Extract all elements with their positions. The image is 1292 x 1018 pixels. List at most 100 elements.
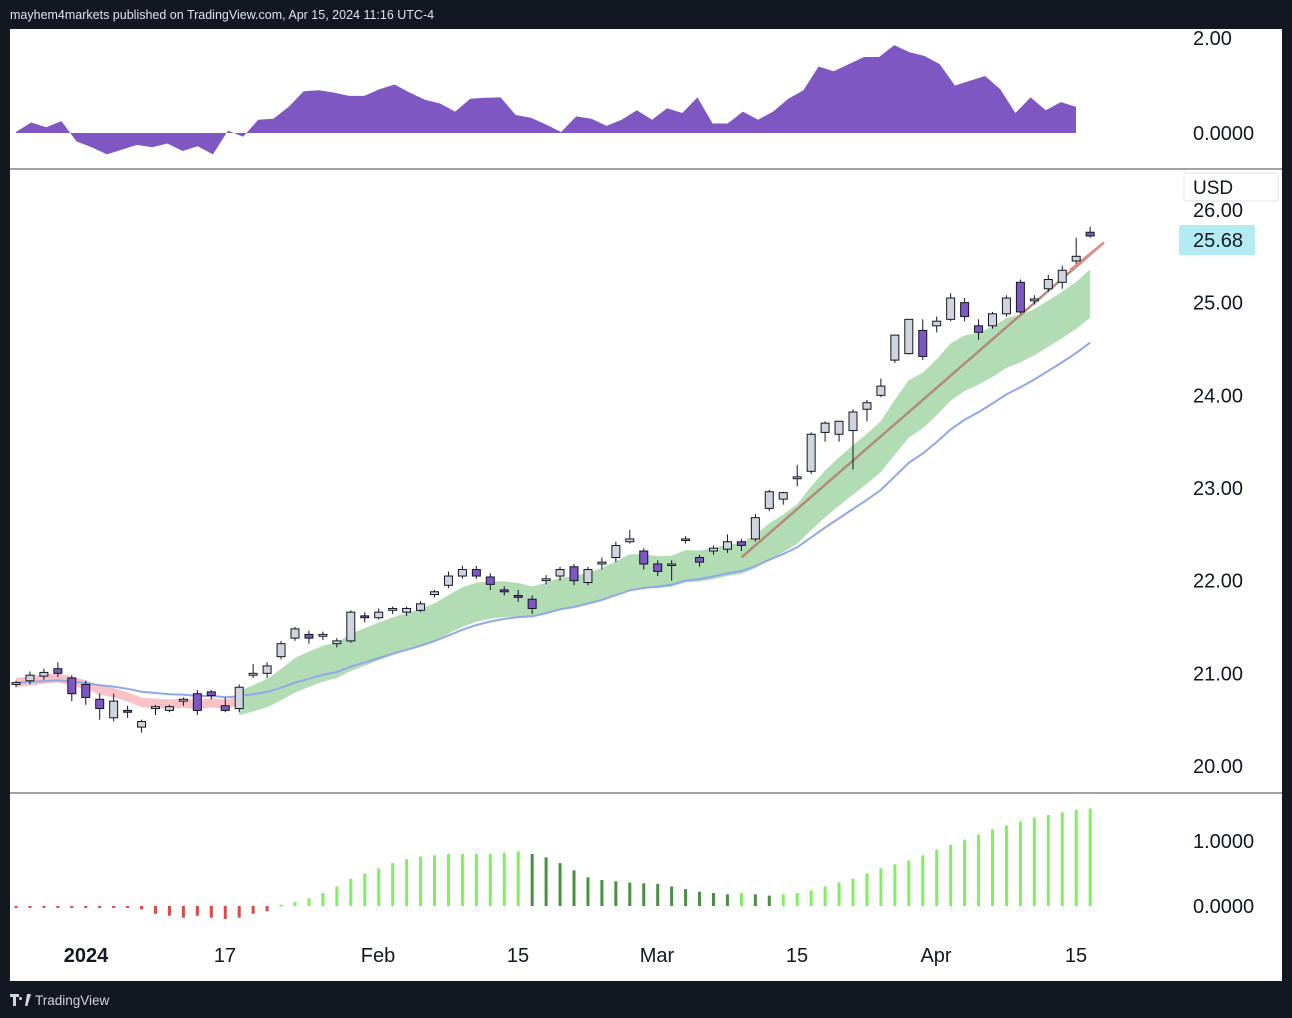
bear-candle-body [67, 677, 77, 695]
bear-candle-body [960, 302, 970, 318]
oscillator-area [16, 45, 1076, 155]
x-tick-label: Feb [361, 945, 395, 967]
bull-candle-body [834, 420, 844, 435]
bear-candle-body [1085, 231, 1095, 237]
histogram-bar [154, 906, 157, 914]
candle [443, 571, 453, 589]
candle [946, 293, 956, 322]
bull-candle-body [374, 611, 384, 619]
candle [304, 630, 314, 644]
bull-candle-body [332, 640, 342, 645]
bull-candle-body [583, 569, 593, 584]
bull-candle-body [164, 706, 174, 711]
histogram-bar [405, 859, 409, 906]
candle [625, 529, 635, 544]
histogram-bar [433, 855, 436, 906]
time-axis[interactable]: 2024 17 Feb 15 Mar 15 Apr 15 [64, 945, 1087, 967]
bear-candle-body [499, 589, 509, 593]
histogram-bar [558, 863, 562, 906]
histogram-bar [712, 893, 715, 906]
trend-line-extension [1069, 241, 1105, 272]
y-tick-label: 24.00 [1193, 385, 1243, 407]
histogram-bar [265, 906, 269, 912]
bull-candle-body [137, 721, 147, 728]
y-tick-label: 21.00 [1193, 663, 1243, 685]
histogram-bar [474, 854, 478, 906]
candle [848, 409, 858, 470]
chart-container[interactable]: 2024 17 Feb 15 Mar 15 Apr 15 2.00 0.0000 26.00 25.… [10, 29, 1282, 981]
histogram-bar [237, 906, 241, 918]
price-axes[interactable]: 2.00 0.0000 26.00 25.00 24.00 23.00 22.00 21.00… [1193, 29, 1254, 918]
bull-candle-body [248, 672, 258, 676]
y-tick-label: 1.0000 [1193, 831, 1254, 853]
candle [346, 610, 356, 643]
bear-candle-body [206, 691, 216, 697]
bull-candle-body [11, 682, 21, 685]
bull-candle-body [904, 318, 914, 355]
bear-candle-body [304, 633, 314, 639]
bull-candle-body [597, 561, 607, 565]
candle [1071, 237, 1081, 264]
histogram-bar [935, 850, 939, 906]
candle [639, 548, 649, 570]
candle [988, 311, 997, 329]
bear-candle-body [653, 563, 663, 572]
candle [388, 606, 398, 615]
currency-text: USD [1193, 178, 1233, 199]
candle [192, 690, 202, 716]
bull-candle-body [709, 547, 718, 552]
tradingview-logo-icon [10, 993, 32, 1007]
histogram-bar [488, 854, 492, 906]
candle [220, 697, 230, 713]
candle [709, 545, 718, 555]
candle [1043, 274, 1053, 292]
currency-label[interactable]: USD [1183, 172, 1279, 202]
candle [862, 399, 872, 422]
bear-candle-body [95, 698, 105, 710]
candle [681, 536, 691, 544]
histogram-bar [251, 906, 255, 914]
candle [611, 541, 621, 563]
bull-candle-body [290, 628, 300, 639]
candle [834, 420, 844, 442]
candle [890, 334, 900, 363]
bull-candle-body [1071, 255, 1081, 262]
histogram-bar [56, 906, 60, 908]
candle [876, 378, 886, 398]
bull-candle-body [388, 607, 398, 611]
candle [918, 319, 928, 361]
histogram-bar [865, 873, 869, 906]
candle [206, 690, 216, 700]
candle [722, 534, 732, 553]
candle [541, 575, 551, 585]
histogram-bar [656, 883, 660, 906]
histogram-bar [377, 868, 381, 906]
histogram-bar [70, 906, 74, 908]
histogram-bar [684, 889, 688, 906]
candle [527, 595, 537, 615]
histogram-bar [753, 894, 757, 906]
bull-candle-body [946, 297, 956, 320]
histogram-bar [893, 864, 897, 906]
bull-candle-body [416, 603, 426, 611]
chart-canvas[interactable]: 2024 17 Feb 15 Mar 15 Apr 15 2.00 0.0000 26.00 25.… [10, 29, 1282, 981]
candle [1001, 295, 1011, 317]
histogram-bar [42, 906, 46, 908]
bull-candle-body [876, 385, 886, 396]
bull-candle-body [402, 607, 412, 613]
histogram-bar [725, 894, 729, 906]
candle [667, 560, 677, 581]
y-tick-label: 26.00 [1193, 200, 1243, 222]
candle [695, 554, 705, 567]
bull-candle-body [848, 411, 858, 432]
histogram-bar [28, 906, 32, 908]
histogram-bar [363, 873, 367, 906]
x-tick-label: Apr [920, 945, 951, 967]
candle [332, 638, 342, 648]
bull-candle-body [792, 476, 802, 480]
candle [137, 719, 147, 733]
candle [736, 538, 746, 552]
candle [164, 704, 174, 713]
candle [974, 319, 984, 340]
candle [513, 589, 523, 602]
